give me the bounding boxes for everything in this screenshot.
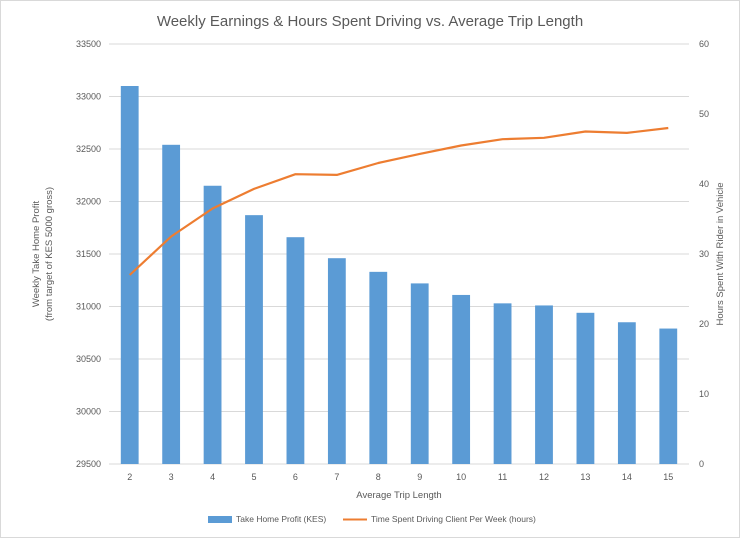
right-tick-label: 30 — [699, 249, 709, 259]
left-tick-label: 32500 — [76, 144, 101, 154]
legend: Take Home Profit (KES) Time Spent Drivin… — [208, 514, 536, 524]
left-tick-label: 30000 — [76, 407, 101, 417]
x-tick-label: 2 — [127, 472, 132, 482]
left-tick-label: 33000 — [76, 92, 101, 102]
x-tick-label: 11 — [498, 472, 507, 482]
bar — [493, 303, 512, 464]
legend-bar-label: Take Home Profit (KES) — [236, 514, 326, 524]
right-tick-label: 40 — [699, 179, 709, 189]
legend-line-label: Time Spent Driving Client Per Week (hour… — [371, 514, 536, 524]
x-tick-label: 4 — [210, 472, 215, 482]
line-series — [128, 126, 669, 276]
right-tick-label: 50 — [699, 109, 709, 119]
bar — [286, 237, 305, 464]
x-tick-label: 10 — [456, 472, 466, 482]
x-tick-label: 3 — [169, 472, 174, 482]
bar — [659, 328, 678, 464]
x-tick-label: 5 — [251, 472, 256, 482]
y-axis-right-label: Hours Spent With Rider in Vehicle — [715, 182, 726, 325]
bar — [245, 215, 263, 464]
x-axis-label: Average Trip Length — [356, 490, 441, 501]
bar-series — [120, 86, 678, 465]
right-tick-label: 20 — [699, 319, 709, 329]
bar — [203, 185, 222, 464]
x-tick-label: 8 — [376, 472, 381, 482]
x-tick-label: 14 — [622, 472, 632, 482]
left-tick-label: 31500 — [76, 249, 101, 259]
left-axis-ticks: 29500 30000 30500 31000 31500 32000 32500 33000… — [76, 39, 101, 469]
bar — [452, 294, 471, 464]
right-axis-ticks: 0 10 20 30 40 50 60 — [699, 39, 709, 469]
bar — [327, 258, 346, 464]
y-axis-left-label-line2: (from target of KES 5000 gross) — [44, 187, 55, 321]
x-tick-label: 9 — [417, 472, 422, 482]
chart-title: Weekly Earnings & Hours Spent Driving vs… — [157, 13, 583, 30]
x-tick-label: 12 — [539, 472, 549, 482]
x-axis-ticks: 2 3 4 5 6 7 8 9 10 11 12 13 14 15 — [127, 472, 673, 482]
x-tick-label: 13 — [580, 472, 590, 482]
legend-bar-swatch — [208, 516, 232, 523]
left-tick-label: 31000 — [76, 302, 101, 312]
left-tick-label: 32000 — [76, 197, 101, 207]
bar — [535, 305, 553, 464]
bar — [617, 322, 636, 464]
x-tick-label: 6 — [293, 472, 298, 482]
bar — [410, 283, 429, 464]
x-tick-label: 7 — [334, 472, 339, 482]
right-tick-label: 10 — [699, 389, 709, 399]
y-axis-left-label-line1: Weekly Take Home Profit — [31, 200, 42, 307]
right-tick-label: 0 — [699, 459, 704, 469]
right-tick-label: 60 — [699, 39, 709, 49]
bar — [369, 271, 388, 464]
bar — [162, 144, 181, 465]
bar — [576, 312, 595, 464]
left-tick-label: 29500 — [76, 459, 101, 469]
x-tick-label: 15 — [663, 472, 673, 482]
left-tick-label: 30500 — [76, 354, 101, 364]
left-tick-label: 33500 — [76, 39, 101, 49]
line-path — [128, 126, 669, 276]
gridlines — [109, 43, 689, 465]
